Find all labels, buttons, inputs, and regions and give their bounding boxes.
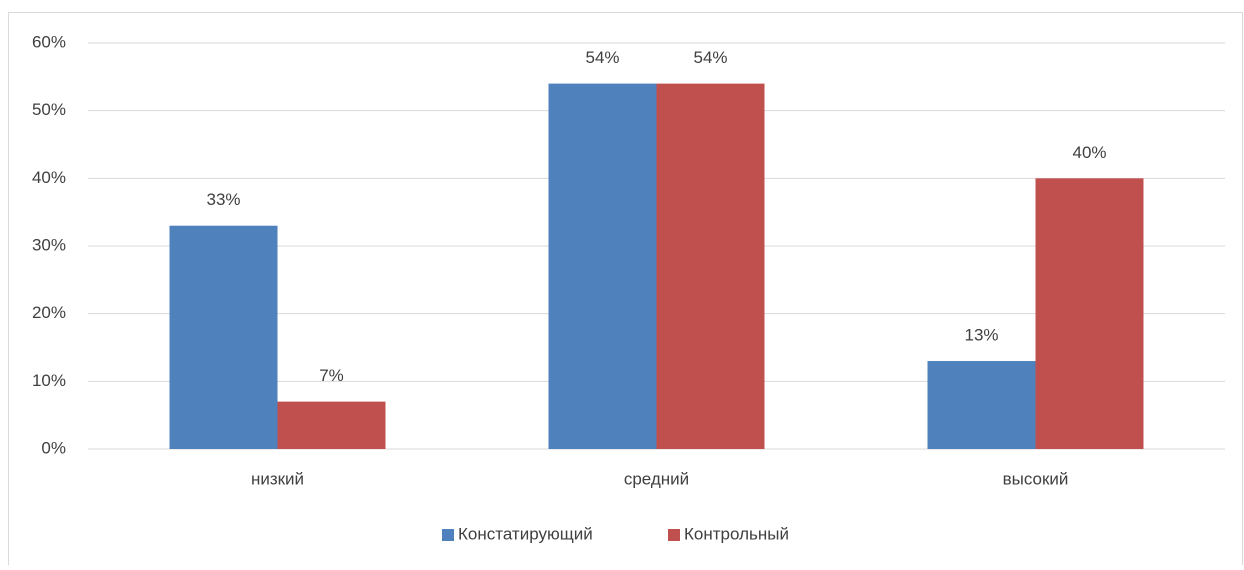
y-tick-label: 50% [32, 100, 66, 119]
y-tick-label: 40% [32, 168, 66, 187]
value-label: 13% [964, 326, 998, 345]
bar [927, 361, 1036, 449]
y-tick-label: 10% [32, 371, 66, 390]
y-tick-label: 60% [32, 32, 66, 51]
y-tick-label: 0% [41, 438, 66, 457]
value-label: 7% [319, 366, 344, 385]
y-tick-label: 30% [32, 235, 66, 254]
legend-swatch [668, 529, 680, 541]
x-tick-label: высокий [1003, 469, 1069, 488]
bar [277, 401, 386, 449]
value-label: 33% [206, 190, 240, 209]
x-tick-label: низкий [251, 469, 304, 488]
legend-label: Констатирующий [458, 524, 593, 543]
legend-label: Контрольный [684, 524, 789, 543]
value-label: 54% [585, 48, 619, 67]
bar [656, 83, 765, 449]
value-label: 40% [1072, 143, 1106, 162]
y-tick-label: 20% [32, 303, 66, 322]
value-label: 54% [693, 48, 727, 67]
bar [548, 83, 657, 449]
x-tick-label: средний [624, 469, 689, 488]
legend-swatch [442, 529, 454, 541]
bar [169, 225, 278, 449]
bar [1035, 178, 1144, 450]
